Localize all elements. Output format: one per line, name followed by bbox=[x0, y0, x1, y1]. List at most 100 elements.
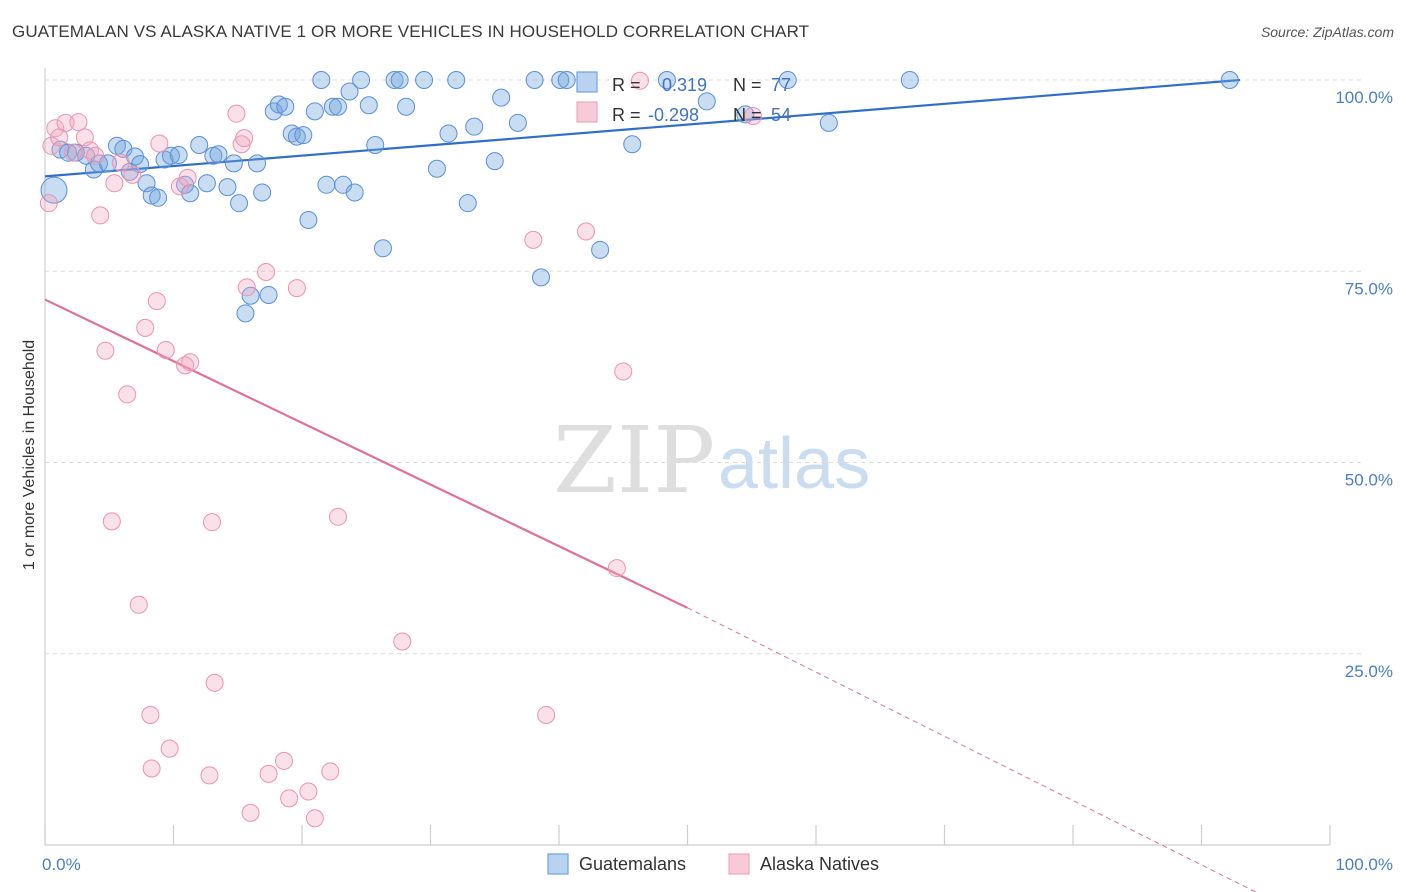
point-alaska-natives bbox=[178, 168, 197, 187]
point-alaska-natives bbox=[630, 71, 649, 90]
point-alaska-natives bbox=[80, 141, 99, 160]
point-guatemalans bbox=[532, 268, 551, 287]
y-tick-label: 75.0% bbox=[1345, 279, 1393, 298]
point-guatemalans bbox=[317, 175, 336, 194]
point-alaska-natives bbox=[257, 263, 276, 282]
point-guatemalans bbox=[59, 143, 78, 162]
point-guatemalans bbox=[190, 136, 209, 155]
point-guatemalans bbox=[366, 136, 385, 155]
point-guatemalans bbox=[259, 285, 278, 304]
trend-line-guatemalans bbox=[44, 78, 1241, 178]
point-alaska-natives bbox=[102, 512, 121, 531]
point-guatemalans bbox=[557, 71, 576, 89]
point-alaska-natives bbox=[136, 318, 155, 337]
stats-r-label-1: R = bbox=[612, 75, 641, 95]
legend-label-alaska-natives: Alaska Natives bbox=[760, 854, 879, 874]
point-guatemalans bbox=[492, 88, 511, 107]
stats-r-value-2: -0.298 bbox=[648, 105, 699, 125]
legend: Guatemalans Alaska Natives bbox=[547, 853, 879, 875]
point-guatemalans bbox=[218, 178, 237, 197]
legend-swatch-alaska-natives bbox=[728, 853, 750, 875]
stats-n-label-1: N = bbox=[733, 75, 762, 95]
point-guatemalans bbox=[282, 124, 301, 143]
point-guatemalans bbox=[131, 155, 150, 174]
point-guatemalans bbox=[385, 71, 404, 89]
point-guatemalans bbox=[736, 105, 755, 124]
x-tick-label: 100.0% bbox=[1335, 855, 1393, 874]
point-alaska-natives bbox=[147, 292, 166, 311]
point-guatemalans bbox=[299, 210, 318, 229]
watermark-zip: ZIP bbox=[553, 407, 715, 514]
stats-r-value-1: 0.319 bbox=[662, 75, 707, 95]
point-guatemalans bbox=[323, 97, 342, 116]
point-alaska-natives bbox=[205, 673, 224, 692]
point-guatemalans bbox=[209, 145, 228, 164]
point-alaska-natives bbox=[393, 632, 412, 651]
point-guatemalans bbox=[359, 96, 378, 115]
point-guatemalans bbox=[40, 176, 68, 204]
point-alaska-natives bbox=[537, 705, 556, 724]
point-guatemalans bbox=[248, 154, 267, 173]
stats-r-label-2: R = bbox=[612, 105, 641, 125]
point-guatemalans bbox=[458, 194, 477, 213]
point-alaska-natives bbox=[46, 119, 65, 138]
point-guatemalans bbox=[345, 183, 364, 202]
point-guatemalans bbox=[778, 71, 797, 89]
point-guatemalans bbox=[439, 124, 458, 143]
point-guatemalans bbox=[312, 71, 331, 89]
point-guatemalans bbox=[241, 286, 260, 305]
stats-box: R = 0.319 N = 77 R = -0.298 N = 54 bbox=[576, 71, 791, 125]
point-guatemalans bbox=[352, 71, 371, 89]
point-alaska-natives bbox=[91, 206, 110, 225]
point-guatemalans bbox=[447, 71, 466, 89]
point-alaska-natives bbox=[56, 113, 75, 132]
point-guatemalans bbox=[287, 127, 306, 146]
point-guatemalans bbox=[236, 304, 255, 323]
point-alaska-natives bbox=[237, 278, 256, 297]
axes bbox=[44, 68, 1331, 846]
point-guatemalans bbox=[294, 126, 313, 145]
point-guatemalans bbox=[149, 188, 168, 207]
point-alaska-natives bbox=[142, 759, 161, 778]
chart-source: Source: ZipAtlas.com bbox=[1260, 24, 1394, 40]
point-alaska-natives bbox=[118, 385, 137, 404]
stats-swatch-alaska-natives bbox=[576, 101, 598, 123]
point-guatemalans bbox=[819, 113, 838, 132]
point-guatemalans bbox=[328, 97, 347, 116]
point-alaska-natives bbox=[299, 782, 318, 801]
point-guatemalans bbox=[161, 146, 180, 165]
x-tick-label: 0.0% bbox=[42, 855, 81, 874]
point-alaska-natives bbox=[200, 766, 219, 785]
point-guatemalans bbox=[224, 154, 243, 173]
gridlines bbox=[45, 79, 1365, 655]
point-alaska-natives bbox=[156, 341, 175, 360]
point-guatemalans bbox=[657, 71, 676, 89]
y-tick-label: 100.0% bbox=[1335, 88, 1393, 107]
point-alaska-natives bbox=[328, 507, 347, 526]
point-alaska-natives bbox=[524, 230, 543, 249]
point-alaska-natives bbox=[150, 134, 169, 153]
stats-n-value-2: 54 bbox=[771, 105, 791, 125]
point-alaska-natives bbox=[181, 353, 200, 372]
data-points bbox=[39, 71, 1239, 828]
point-alaska-natives bbox=[176, 356, 195, 375]
y-tick-label: 50.0% bbox=[1345, 471, 1393, 490]
point-alaska-natives bbox=[39, 194, 58, 213]
point-guatemalans bbox=[169, 145, 188, 164]
point-guatemalans bbox=[390, 71, 409, 89]
point-guatemalans bbox=[181, 184, 200, 203]
point-alaska-natives bbox=[86, 146, 105, 165]
y-axis-label: 1 or more Vehicles in Household bbox=[21, 340, 38, 570]
point-guatemalans bbox=[197, 174, 216, 193]
stats-n-label-2: N = bbox=[733, 105, 762, 125]
point-guatemalans bbox=[415, 71, 434, 89]
watermark: ZIP atlas bbox=[553, 407, 870, 514]
point-guatemalans bbox=[900, 71, 919, 89]
watermark-atlas: atlas bbox=[718, 424, 870, 504]
point-alaska-natives bbox=[227, 104, 246, 123]
point-guatemalans bbox=[305, 102, 324, 121]
point-alaska-natives bbox=[321, 762, 340, 781]
point-guatemalans bbox=[623, 135, 642, 154]
chart-title: GUATEMALAN VS ALASKA NATIVE 1 OR MORE VE… bbox=[12, 22, 810, 41]
